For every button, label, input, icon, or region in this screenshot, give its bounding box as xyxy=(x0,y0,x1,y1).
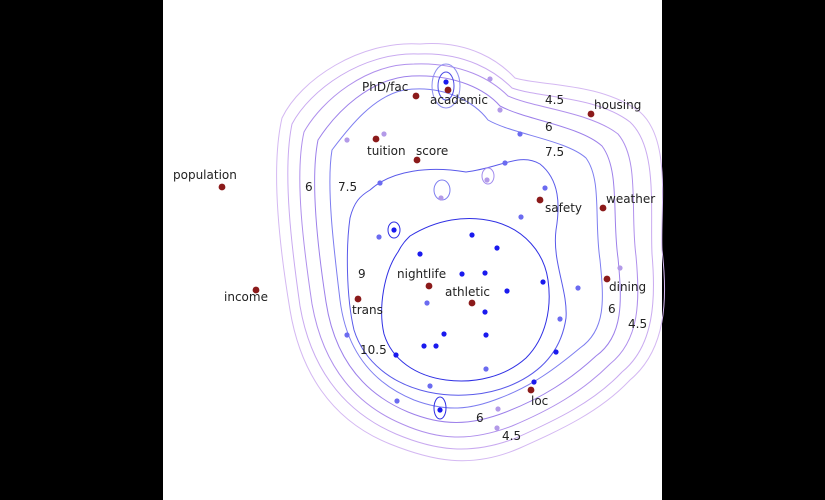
school-point-14 xyxy=(391,227,397,233)
attribute-point-academic xyxy=(444,86,452,94)
school-point-18 xyxy=(482,270,488,276)
attribute-point-score xyxy=(413,156,421,164)
school-point-16 xyxy=(494,245,500,251)
school-point-21 xyxy=(540,279,546,285)
attribute-point-income xyxy=(252,286,260,294)
school-point-15 xyxy=(469,232,475,238)
contour-label-1: 4.5 xyxy=(545,93,564,107)
attribute-point-phd-fac xyxy=(412,92,420,100)
school-point-35 xyxy=(427,383,433,389)
school-point-8 xyxy=(484,177,490,183)
contour-6b xyxy=(314,75,621,423)
school-point-39 xyxy=(617,265,623,271)
contour-label-2: 6 xyxy=(545,120,553,134)
contour-label-7: 10.5 xyxy=(360,343,387,357)
attribute-label-housing: housing xyxy=(594,98,641,112)
attribute-label-income: income xyxy=(224,290,268,304)
attribute-label-athletic: athletic xyxy=(445,285,490,299)
chart-panel xyxy=(163,0,662,500)
contour-label-4: 6 xyxy=(305,180,313,194)
contour-4.5 xyxy=(276,43,666,462)
school-point-27 xyxy=(483,332,489,338)
attribute-label-weather: weather xyxy=(606,192,655,206)
school-point-13 xyxy=(376,234,382,240)
attribute-label-population: population xyxy=(173,168,237,182)
school-point-6 xyxy=(344,137,350,143)
attribute-label-academic: academic xyxy=(430,93,488,107)
school-point-30 xyxy=(557,316,563,322)
school-point-37 xyxy=(437,407,443,413)
contour-7.5 xyxy=(329,88,603,409)
attribute-label-loc: loc xyxy=(531,394,548,408)
contour-peak-academic-outer xyxy=(431,63,461,109)
contour-label-11: 4.5 xyxy=(502,429,521,443)
school-point-22 xyxy=(424,300,430,306)
attribute-point-loc xyxy=(527,386,535,394)
attribute-point-athletic xyxy=(468,299,476,307)
attribute-point-weather xyxy=(599,204,607,212)
contour-label-3: 7.5 xyxy=(545,145,564,159)
school-point-36 xyxy=(394,398,400,404)
contour-lines xyxy=(276,43,666,462)
school-points xyxy=(344,76,623,431)
school-point-28 xyxy=(421,343,427,349)
attribute-label-phd-fac: PhD/fac xyxy=(362,80,408,94)
school-point-24 xyxy=(575,285,581,291)
attribute-point-tuition xyxy=(372,135,380,143)
attribute-point-nightlife xyxy=(425,282,433,290)
attribute-points: PhD/fac academic housing tuition score popula… xyxy=(173,80,655,408)
contour-label-5: 7.5 xyxy=(338,180,357,194)
contour-9 xyxy=(346,159,567,396)
school-point-17 xyxy=(417,251,423,257)
school-point-19 xyxy=(459,271,465,277)
school-point-9 xyxy=(542,185,548,191)
school-point-4 xyxy=(517,131,523,137)
school-point-23 xyxy=(482,309,488,315)
attribute-point-trans xyxy=(354,295,362,303)
contour-10.5 xyxy=(381,217,550,382)
contour-peak-left xyxy=(387,221,401,239)
school-point-1 xyxy=(443,79,449,85)
school-point-34 xyxy=(531,379,537,385)
contour-label-8: 6 xyxy=(608,302,616,316)
school-point-40 xyxy=(494,425,500,431)
attribute-point-safety xyxy=(536,196,544,204)
attribute-label-nightlife: nightlife xyxy=(397,267,446,281)
attribute-label-dining: dining xyxy=(609,280,646,294)
contour-4.5b xyxy=(287,53,654,450)
school-point-26 xyxy=(441,331,447,337)
school-point-12 xyxy=(518,214,524,220)
attribute-point-population xyxy=(218,183,226,191)
attribute-label-tuition: tuition xyxy=(367,144,406,158)
attribute-point-dining xyxy=(603,275,611,283)
attribute-point-housing xyxy=(587,110,595,118)
school-point-3 xyxy=(497,107,503,113)
contour-label-10: 6 xyxy=(476,411,484,425)
contour-peak-bottom xyxy=(433,396,447,420)
school-point-29 xyxy=(433,343,439,349)
contour-peak-academic xyxy=(437,71,455,101)
school-point-33 xyxy=(483,366,489,372)
school-point-32 xyxy=(553,349,559,355)
school-point-38 xyxy=(495,406,501,412)
school-point-31 xyxy=(393,352,399,358)
contour-6 xyxy=(299,63,639,438)
attribute-label-score: score xyxy=(416,144,448,158)
school-point-7 xyxy=(502,160,508,166)
contour-label-9: 4.5 xyxy=(628,317,647,331)
school-point-11 xyxy=(438,195,444,201)
contour-label-6: 9 xyxy=(358,267,366,281)
school-point-10 xyxy=(377,180,383,186)
school-point-20 xyxy=(504,288,510,294)
contour-level-labels: 4.5 6 7.5 6 7.5 9 10.5 6 4.5 6 4.5 xyxy=(305,93,647,443)
attribute-label-trans: trans xyxy=(352,303,383,317)
contour-peak-mid xyxy=(481,167,495,185)
school-point-5 xyxy=(381,131,387,137)
school-point-2 xyxy=(487,76,493,82)
school-point-25 xyxy=(344,332,350,338)
attribute-label-safety: safety xyxy=(545,201,582,215)
